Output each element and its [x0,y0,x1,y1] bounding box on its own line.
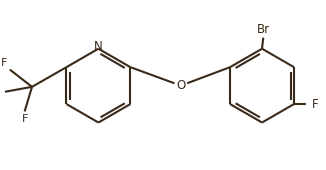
Text: O: O [176,79,185,92]
Text: F: F [312,98,318,111]
Text: F: F [1,58,7,69]
Text: F: F [22,114,28,124]
Text: N: N [94,40,103,53]
Text: Br: Br [257,23,270,36]
